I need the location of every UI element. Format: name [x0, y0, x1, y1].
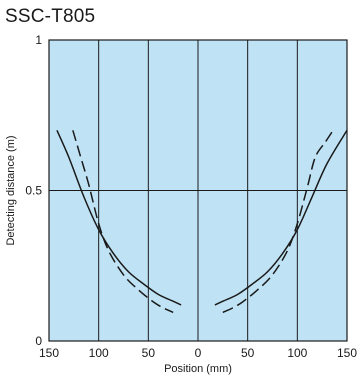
y-tick-labels: 00.51	[25, 33, 42, 348]
x-tick-label: 100	[89, 346, 109, 360]
x-tick-label: 150	[39, 346, 59, 360]
x-tick-label: 0	[195, 346, 202, 360]
chart-title: SSC-T805	[5, 6, 96, 27]
x-tick-labels: 150 100 50 0 50 100 150	[39, 346, 357, 360]
plot-frame	[48, 39, 348, 342]
series-line-dashed-4	[222, 129, 334, 314]
y-axis-label: Detecting distance (m)	[5, 135, 17, 245]
gridlines	[49, 40, 347, 341]
y-tick-label: 0.5	[25, 184, 42, 198]
x-tick-label: 50	[142, 346, 156, 360]
series-line-solid-1	[56, 129, 182, 306]
x-axis-label: Position (mm)	[164, 363, 232, 375]
y-tick-label: 0	[35, 334, 42, 348]
x-tick-label: 150	[337, 346, 357, 360]
x-tick-label: 100	[287, 346, 307, 360]
x-tick-label: 50	[241, 346, 255, 360]
y-tick-label: 1	[35, 33, 42, 47]
series-layer	[56, 129, 348, 314]
series-line-solid-3	[214, 129, 348, 306]
series-line-dashed-2	[72, 130, 174, 314]
